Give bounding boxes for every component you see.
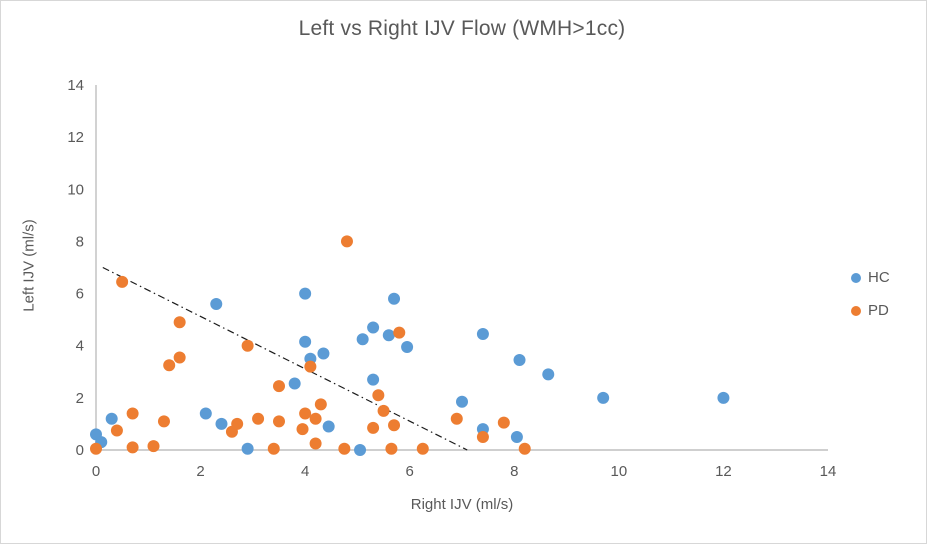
x-tick-label: 14 [820,463,837,480]
data-point-pd[interactable] [367,421,380,434]
y-axis-title: Left IJV (ml/s) [20,219,38,312]
x-tick-label: 2 [196,463,204,480]
data-point-hc[interactable] [513,354,526,367]
data-point-hc[interactable] [210,298,223,310]
data-point-pd[interactable] [377,404,390,417]
pd-series-swatch [851,305,861,316]
y-tick-label: 2 [76,390,84,407]
hc-series-swatch [851,272,861,283]
data-point-hc[interactable] [382,329,395,342]
data-point-pd[interactable] [147,440,160,453]
data-point-pd[interactable] [416,442,429,455]
data-point-pd[interactable] [338,442,351,455]
data-point-pd[interactable] [157,415,170,428]
data-point-hc[interactable] [456,395,468,408]
data-point-hc[interactable] [215,417,228,430]
data-point-pd[interactable] [252,412,265,425]
x-tick-label: 6 [406,463,414,480]
data-point-hc[interactable] [388,292,401,305]
data-point-hc[interactable] [542,368,555,381]
data-point-hc[interactable] [241,442,254,455]
data-point-hc[interactable] [299,335,312,348]
legend-item-pd[interactable]: PD [851,302,890,319]
x-tick-label: 0 [92,463,100,480]
data-point-hc[interactable] [354,444,367,456]
data-point-pd[interactable] [273,415,285,428]
data-point-pd[interactable] [296,423,309,436]
x-tick-label: 12 [715,463,732,480]
data-point-pd[interactable] [372,389,385,402]
data-point-pd[interactable] [126,407,139,420]
hc-series-label: HC [868,269,890,286]
data-point-pd[interactable] [497,416,510,429]
x-tick-label: 4 [301,463,309,480]
data-point-pd[interactable] [231,417,244,430]
y-tick-label: 12 [67,129,84,146]
y-tick-label: 4 [76,338,84,355]
data-point-pd[interactable] [304,360,317,373]
data-point-pd[interactable] [241,339,254,352]
x-tick-label: 10 [611,463,628,480]
data-point-pd[interactable] [163,359,176,372]
pd-series-label: PD [868,302,889,319]
y-tick-label: 14 [67,77,84,94]
data-point-pd[interactable] [309,412,322,425]
data-point-pd[interactable] [388,419,401,432]
y-tick-label: 6 [76,286,84,303]
data-point-pd[interactable] [309,437,322,450]
data-point-pd[interactable] [126,441,139,454]
data-point-hc[interactable] [322,420,335,433]
chart-title: Left vs Right IJV Flow (WMH>1cc) [298,17,626,40]
y-tick-label: 8 [76,233,84,250]
data-point-hc[interactable] [105,412,118,425]
data-point-hc[interactable] [299,287,312,300]
data-point-pd[interactable] [385,442,398,455]
data-point-pd[interactable] [173,351,186,364]
data-point-hc[interactable] [288,377,301,390]
x-axis-title: Right IJV (ml/s) [410,496,514,513]
data-point-hc[interactable] [199,407,212,420]
x-tick-label: 8 [510,463,518,480]
legend-item-hc[interactable]: HC [851,269,890,286]
data-point-pd[interactable] [116,275,129,288]
data-point-pd[interactable] [273,380,285,393]
data-point-hc[interactable] [717,391,730,404]
y-tick-label: 0 [76,442,84,459]
legend: HC PD [851,269,890,319]
y-tick-label: 10 [67,181,84,198]
data-point-hc[interactable] [367,321,380,334]
data-point-pd[interactable] [518,442,531,455]
data-point-pd[interactable] [90,442,102,455]
data-point-hc[interactable] [476,327,489,340]
data-point-hc[interactable] [317,347,330,360]
data-point-pd[interactable] [340,235,353,248]
data-point-hc[interactable] [401,341,414,354]
data-point-pd[interactable] [476,430,489,443]
data-point-hc[interactable] [356,333,369,346]
data-point-hc[interactable] [510,430,523,443]
data-point-hc[interactable] [367,373,380,386]
data-point-pd[interactable] [267,442,280,455]
data-point-pd[interactable] [450,412,463,425]
data-point-pd[interactable] [110,424,123,437]
trendline [102,266,468,451]
data-point-pd[interactable] [314,398,327,411]
data-point-pd[interactable] [173,316,186,329]
data-point-hc[interactable] [597,391,610,404]
data-point-pd[interactable] [299,407,312,420]
data-point-pd[interactable] [393,326,406,339]
